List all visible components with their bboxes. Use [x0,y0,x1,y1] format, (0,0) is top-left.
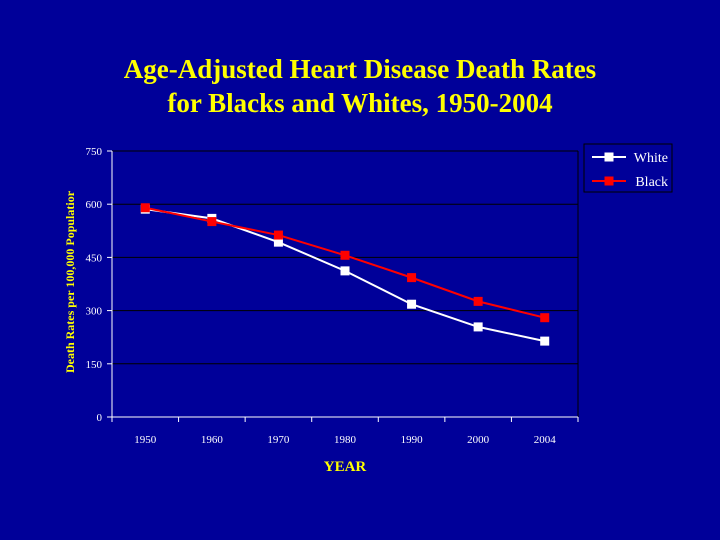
data-point-white [273,237,283,247]
gridlines [112,150,579,417]
y-axis-title: Death Rates per 100,000 Populatior [63,190,77,373]
data-point-black [207,217,217,227]
data-point-white [407,299,417,309]
axes [107,150,579,422]
y-tick-label: 300 [86,306,103,318]
y-tick-label: 450 [86,252,103,264]
data-point-black [340,250,350,260]
x-tick-label: 2004 [534,434,557,446]
data-point-white [540,336,550,346]
y-tick-labels: 0 150 300 450 600 750 [86,146,103,424]
data-point-white [340,266,350,276]
x-axis-title: YEAR [324,459,367,475]
legend-label-white: White [634,151,668,166]
y-tick-label: 150 [86,359,103,371]
series [140,203,550,346]
legend-marker-white [604,152,614,162]
legend-marker-black [604,176,614,186]
chart-title-line2: for Blacks and Whites, 1950-2004 [167,88,553,118]
data-point-black [140,203,150,213]
legend-label-black: Black [635,175,668,190]
x-tick-label: 1950 [134,434,157,446]
y-tick-label: 600 [86,199,103,211]
data-point-black [407,273,417,283]
x-tick-label: 1970 [267,434,290,446]
y-tick-label: 0 [97,412,103,424]
x-tick-labels: 1950 1960 1970 1980 1990 2000 2004 [134,434,556,446]
data-point-black [473,296,483,306]
x-tick-label: 1990 [401,434,424,446]
data-point-black [273,230,283,240]
data-point-white [473,322,483,332]
x-tick-label: 1980 [334,434,357,446]
data-point-black [540,313,550,323]
legend-box [583,143,673,193]
chart-title-line1: Age-Adjusted Heart Disease Death Rates [123,54,597,84]
chart-title: Age-Adjusted Heart Disease Death Rates f… [0,52,720,120]
legend: White Black [583,143,673,193]
y-tick-label: 750 [86,146,103,158]
x-tick-label: 1960 [201,434,224,446]
series-line-black [145,206,545,319]
x-tick-label: 2000 [467,434,490,446]
